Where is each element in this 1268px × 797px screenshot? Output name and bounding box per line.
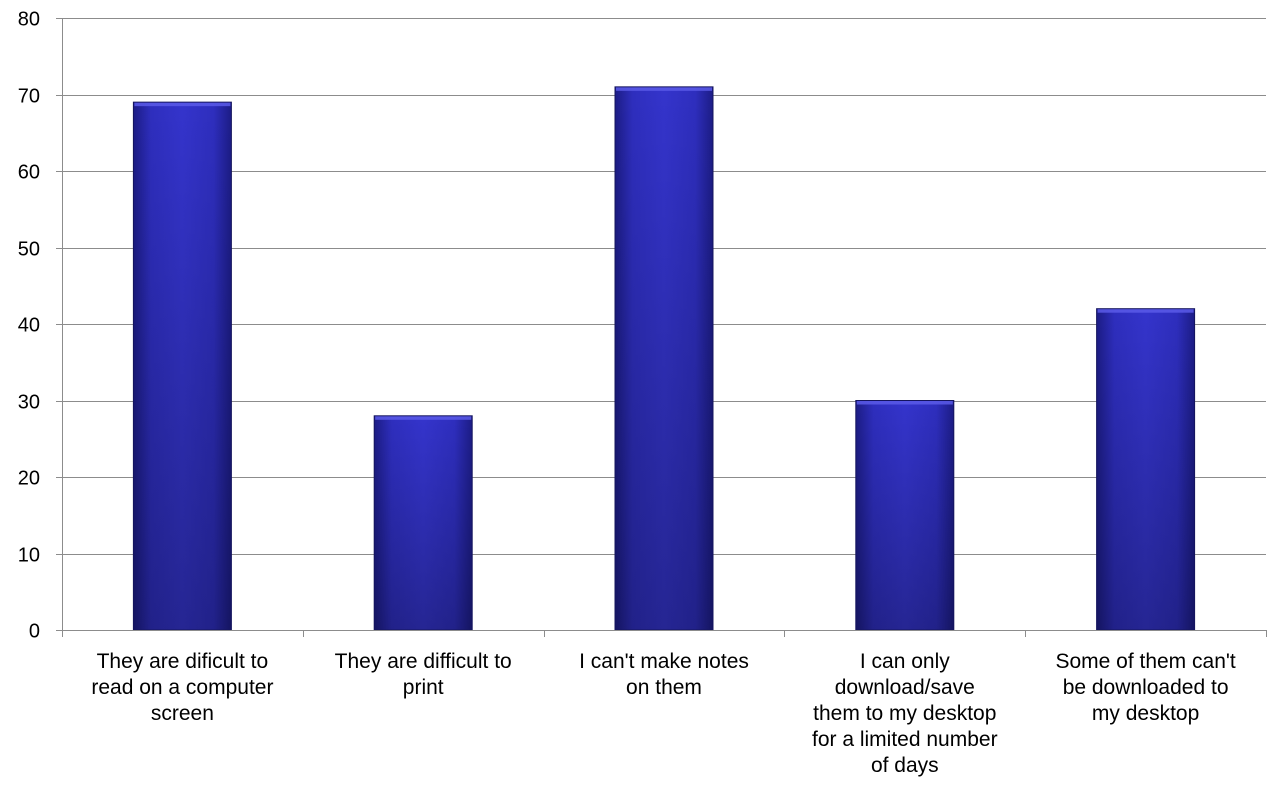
x-category-label-line: read on a computer — [91, 676, 273, 699]
bar-top-highlight — [616, 86, 712, 91]
bar-shade — [615, 86, 713, 631]
bar — [373, 415, 473, 631]
x-category-label-line: print — [403, 676, 444, 699]
y-tick-label: 0 — [29, 621, 40, 643]
x-category-label: Some of them can't be downloaded to my des… — [1055, 650, 1235, 725]
x-category-label-line: screen — [151, 702, 214, 725]
bar-shade — [133, 102, 232, 630]
y-tick-label: 50 — [18, 239, 40, 261]
x-category-label-line: They are dificult to — [97, 650, 269, 673]
x-category-label: I can't make notes on them — [579, 650, 749, 699]
x-category-label: They are dificult to read on a computer sc… — [91, 650, 273, 725]
y-tick-label: 80 — [18, 9, 40, 31]
y-tick-label: 20 — [18, 468, 40, 490]
x-category-label-line: of days — [871, 754, 939, 777]
x-category-label: I can only download/save them to my deskto… — [812, 650, 998, 777]
bar-top-highlight — [856, 400, 953, 405]
bar-shade — [374, 415, 473, 630]
y-tick-label: 30 — [18, 392, 40, 414]
bar-top-highlight — [1097, 308, 1194, 313]
x-category-label-line: on them — [626, 676, 702, 699]
y-tick-label: 70 — [18, 86, 40, 108]
x-category-label-line: Some of them can't — [1055, 650, 1235, 673]
category-labels: They are dificult to read on a computer sc… — [91, 650, 1236, 777]
bar — [132, 101, 232, 631]
x-category-label-line: my desktop — [1092, 702, 1199, 725]
x-category-label-line: them to my desktop — [813, 702, 996, 725]
bars — [132, 86, 1196, 631]
x-category-label-line: I can't make notes — [579, 650, 749, 673]
y-tick-labels: 0 10 20 30 40 50 60 70 80 — [18, 9, 40, 643]
x-category-label-line: for a limited number — [812, 728, 998, 751]
x-category-label: They are difficult to print — [335, 650, 512, 699]
y-tick-label: 10 — [18, 545, 40, 567]
bar-shade — [855, 400, 954, 630]
x-category-label-line: be downloaded to — [1063, 676, 1229, 699]
y-tick-label: 40 — [18, 315, 40, 337]
x-category-label-line: I can only — [860, 650, 950, 673]
bar — [614, 86, 714, 631]
x-category-label-line: They are difficult to — [335, 650, 512, 673]
bar — [1096, 308, 1196, 631]
y-tick-label: 60 — [18, 162, 40, 184]
axes — [56, 18, 1267, 637]
bar-shade — [1096, 308, 1195, 630]
bar — [855, 400, 955, 631]
bar-top-highlight — [375, 415, 472, 420]
x-category-label-line: download/save — [835, 676, 975, 699]
bar-top-highlight — [134, 102, 231, 107]
